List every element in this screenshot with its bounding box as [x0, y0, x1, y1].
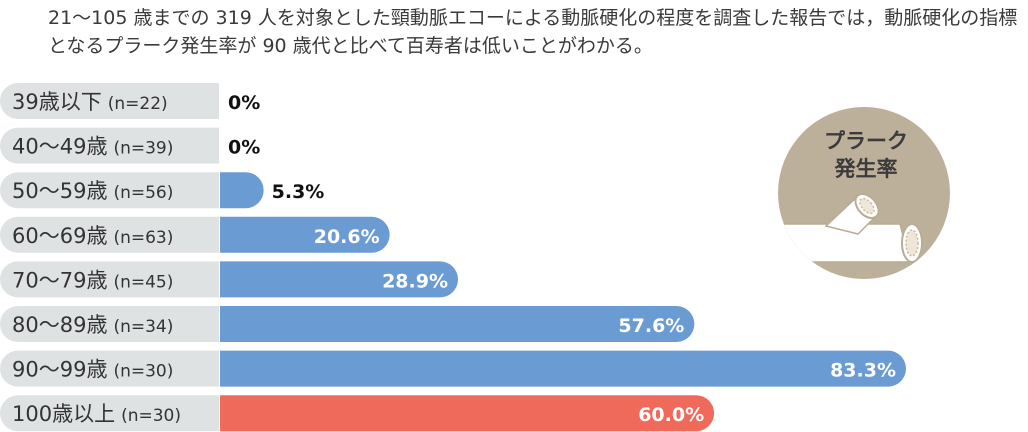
bar	[220, 216, 390, 253]
category-label-bg	[0, 306, 219, 342]
bar	[220, 395, 715, 432]
category-label: 40～49歳 (n=39)	[12, 135, 173, 159]
value-label: 60.0%	[638, 404, 704, 426]
chart-row: 100歳以上 (n=30) 60.0%	[0, 395, 715, 432]
plaque-badge: プラーク発生率	[778, 107, 950, 279]
category-label-bg	[0, 216, 219, 253]
category-sample-size: (n=39)	[113, 139, 173, 159]
category-name: 80～89歳	[12, 313, 107, 337]
category-sample-size: (n=63)	[113, 228, 173, 248]
category-name: 39歳以下	[12, 90, 102, 114]
category-sample-size: (n=30)	[121, 406, 181, 426]
category-label-bg	[0, 172, 219, 209]
category-label-bg	[0, 127, 219, 164]
category-label-bg	[0, 83, 219, 119]
chart-caption: 21～105 歳までの 319 人を対象とした頸動脈エコーによる動脈硬化の程度を…	[48, 7, 1018, 57]
value-label: 83.3%	[830, 360, 896, 382]
chart-row: 39歳以下 (n=22) 0%	[0, 83, 260, 119]
value-label: 0%	[228, 92, 260, 114]
category-sample-size: (n=30)	[113, 362, 173, 382]
bar	[220, 306, 695, 342]
category-label: 70～79歳 (n=45)	[12, 268, 173, 292]
category-label: 100歳以上 (n=30)	[12, 402, 181, 426]
badge-title-line2: 発生率	[834, 157, 898, 181]
value-label: 0%	[228, 137, 260, 159]
chart-row: 80～89歳 (n=34) 57.6%	[0, 306, 695, 342]
category-label: 50～59歳 (n=56)	[12, 179, 173, 203]
category-name: 40～49歳	[12, 135, 107, 159]
value-label: 20.6%	[314, 226, 380, 248]
chart-row: 90～99歳 (n=30) 83.3%	[0, 350, 906, 387]
category-name: 100歳以上	[12, 402, 115, 426]
category-sample-size: (n=22)	[108, 94, 168, 114]
value-label: 28.9%	[382, 270, 448, 292]
category-name: 60～69歳	[12, 224, 107, 248]
category-sample-size: (n=34)	[113, 317, 173, 337]
category-label-bg	[0, 350, 219, 387]
chart-row: 40～49歳 (n=39) 0%	[0, 127, 260, 164]
category-label: 90～99歳 (n=30)	[12, 358, 173, 382]
category-name: 50～59歳	[12, 179, 107, 203]
badge-title-line1: プラーク	[824, 129, 908, 153]
bar	[220, 261, 458, 298]
category-sample-size: (n=45)	[113, 272, 173, 292]
bar	[220, 172, 264, 209]
category-label: 60～69歳 (n=63)	[12, 224, 173, 248]
chart-row: 60～69歳 (n=63) 20.6%	[0, 216, 390, 253]
category-label-bg	[0, 261, 219, 298]
value-label: 5.3%	[272, 181, 325, 203]
value-label: 57.6%	[618, 315, 684, 337]
category-label-bg	[0, 395, 219, 432]
category-sample-size: (n=56)	[113, 183, 173, 203]
category-label: 80～89歳 (n=34)	[12, 313, 173, 337]
bar	[220, 350, 906, 387]
category-name: 90～99歳	[12, 358, 107, 382]
category-label: 39歳以下 (n=22)	[12, 90, 168, 114]
category-name: 70～79歳	[12, 268, 107, 292]
chart-row: 70～79歳 (n=45) 28.9%	[0, 261, 458, 298]
chart-row: 50～59歳 (n=56) 5.3%	[0, 172, 325, 209]
